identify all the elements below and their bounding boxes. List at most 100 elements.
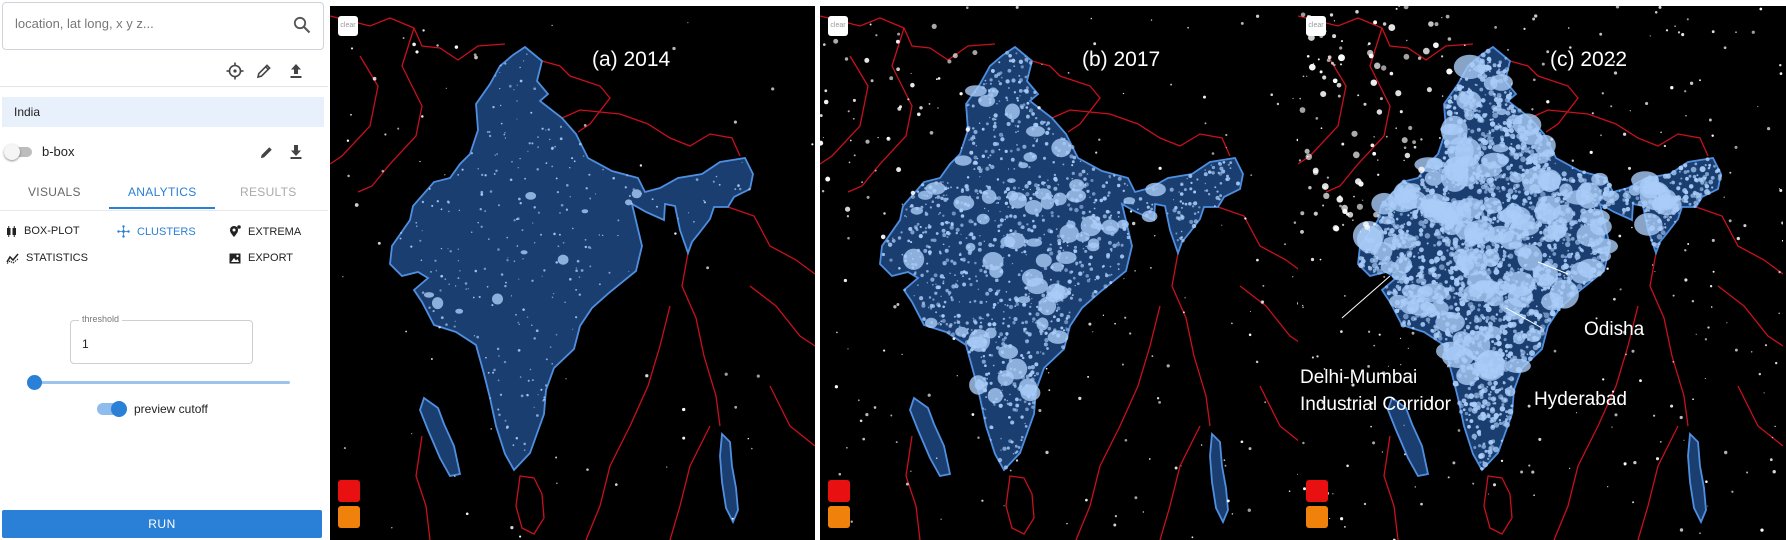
night-light-dot xyxy=(1507,263,1512,267)
outside-light-dot xyxy=(1231,322,1233,325)
slider-thumb[interactable] xyxy=(27,375,42,390)
night-light-dot xyxy=(1533,311,1540,317)
night-light-dot xyxy=(551,296,554,299)
night-light-dot xyxy=(1180,206,1183,209)
pencil-icon[interactable] xyxy=(255,141,277,163)
night-light-dot xyxy=(972,127,975,130)
extrema-option[interactable]: EXTREMA xyxy=(229,225,301,238)
urban-light-cluster xyxy=(1036,317,1049,331)
night-light-dot xyxy=(1570,237,1575,241)
red-swatch[interactable] xyxy=(828,480,850,502)
run-button[interactable]: RUN xyxy=(2,510,322,538)
upload-icon[interactable] xyxy=(285,60,307,82)
night-light-dot xyxy=(1442,192,1447,196)
night-light-dot xyxy=(1179,213,1182,216)
red-swatch[interactable] xyxy=(1306,480,1328,502)
urban-light-cluster xyxy=(1035,253,1052,268)
map-2017-canvas[interactable] xyxy=(820,6,1305,540)
night-light-dot xyxy=(1493,422,1500,428)
night-light-dot xyxy=(1502,201,1505,204)
night-light-dot xyxy=(1578,246,1582,250)
preview-cutoff-toggle[interactable] xyxy=(97,401,127,417)
andaman-islands xyxy=(719,433,739,523)
crosshair-icon[interactable] xyxy=(224,60,246,82)
night-light-dot xyxy=(932,283,934,286)
map-panel-2022[interactable]: clear (c) 2022 Odisha Hyderabad Delhi-Mu… xyxy=(1298,6,1786,540)
clusters-option[interactable]: CLUSTERS xyxy=(117,225,196,238)
night-light-dot xyxy=(555,333,558,336)
night-light-dot xyxy=(998,100,1001,102)
outside-light-dot xyxy=(822,136,824,139)
boxplot-option[interactable]: BOX-PLOT xyxy=(6,225,80,237)
orange-swatch[interactable] xyxy=(338,506,360,528)
night-light-dot xyxy=(993,129,995,131)
night-light-dot xyxy=(1494,96,1499,101)
night-light-dot xyxy=(526,316,529,318)
night-light-dot xyxy=(1051,214,1054,218)
outside-light-dot xyxy=(1619,288,1622,291)
night-light-dot xyxy=(1177,210,1181,215)
map-2014-canvas[interactable] xyxy=(330,6,815,540)
night-light-dot xyxy=(1593,207,1596,210)
night-light-dot xyxy=(1471,407,1478,414)
search-icon[interactable] xyxy=(293,16,311,39)
night-light-dot xyxy=(1713,164,1716,168)
statistics-option[interactable]: STATISTICS xyxy=(6,252,88,264)
bbox-toggle[interactable] xyxy=(4,144,32,160)
night-light-dot xyxy=(1501,174,1506,179)
night-light-dot xyxy=(1418,220,1425,227)
night-light-dot xyxy=(498,204,500,207)
download-icon[interactable] xyxy=(285,141,307,163)
clear-button[interactable]: clear xyxy=(828,16,848,36)
night-light-dot xyxy=(939,323,942,326)
threshold-value[interactable]: 1 xyxy=(82,337,89,351)
outside-light-dot xyxy=(1224,464,1227,467)
map-2022-canvas[interactable] xyxy=(1298,6,1783,540)
night-light-dot xyxy=(1453,280,1460,287)
outside-light-dot xyxy=(1200,444,1203,446)
outside-light-dot xyxy=(1523,27,1526,31)
night-light-dot xyxy=(1704,184,1710,189)
night-light-dot xyxy=(1489,121,1496,127)
night-light-dot xyxy=(1088,210,1091,213)
lakshadweep-islands xyxy=(909,397,951,477)
red-swatch[interactable] xyxy=(338,480,360,502)
map-panel-2014[interactable]: clear (a) 2014 xyxy=(330,6,815,540)
export-option[interactable]: EXPORT xyxy=(229,252,293,264)
map-panel-2017[interactable]: clear (b) 2017 xyxy=(820,6,1305,540)
night-light-dot xyxy=(1023,330,1026,333)
night-light-dot xyxy=(1717,173,1723,179)
clear-button[interactable]: clear xyxy=(1306,16,1326,36)
selected-region[interactable]: India xyxy=(2,97,324,127)
night-light-dot xyxy=(1383,230,1388,235)
night-light-dot xyxy=(1507,188,1514,195)
outside-light-dot xyxy=(1625,353,1627,356)
clear-button[interactable]: clear xyxy=(338,16,358,36)
night-light-dot xyxy=(1531,243,1534,246)
night-light-dot xyxy=(962,275,964,278)
orange-swatch[interactable] xyxy=(1306,506,1328,528)
orange-swatch[interactable] xyxy=(828,506,850,528)
tab-analytics[interactable]: ANALYTICS xyxy=(128,185,197,199)
night-light-dot xyxy=(1062,163,1065,166)
night-light-dot xyxy=(1563,263,1569,270)
night-light-dot xyxy=(1039,120,1045,125)
night-light-dot xyxy=(494,74,497,77)
outside-light-dot xyxy=(1763,392,1765,394)
pencil-icon[interactable] xyxy=(253,60,275,82)
outside-light-dot xyxy=(1240,440,1244,444)
outside-light-dot xyxy=(1655,457,1660,461)
night-light-dot xyxy=(1497,63,1502,68)
outside-light-dot xyxy=(1328,517,1331,520)
threshold-slider[interactable] xyxy=(27,375,290,390)
tab-results[interactable]: RESULTS xyxy=(240,185,297,199)
night-light-dot xyxy=(520,394,524,398)
search-input[interactable] xyxy=(13,15,277,32)
night-light-dot xyxy=(557,245,560,248)
threshold-field[interactable]: threshold 1 xyxy=(70,314,253,364)
night-light-dot xyxy=(913,272,917,276)
tab-visuals[interactable]: VISUALS xyxy=(28,185,81,199)
urban-light-cluster xyxy=(1474,280,1498,294)
outside-light-dot xyxy=(1663,144,1667,148)
night-light-dot xyxy=(1552,252,1557,256)
